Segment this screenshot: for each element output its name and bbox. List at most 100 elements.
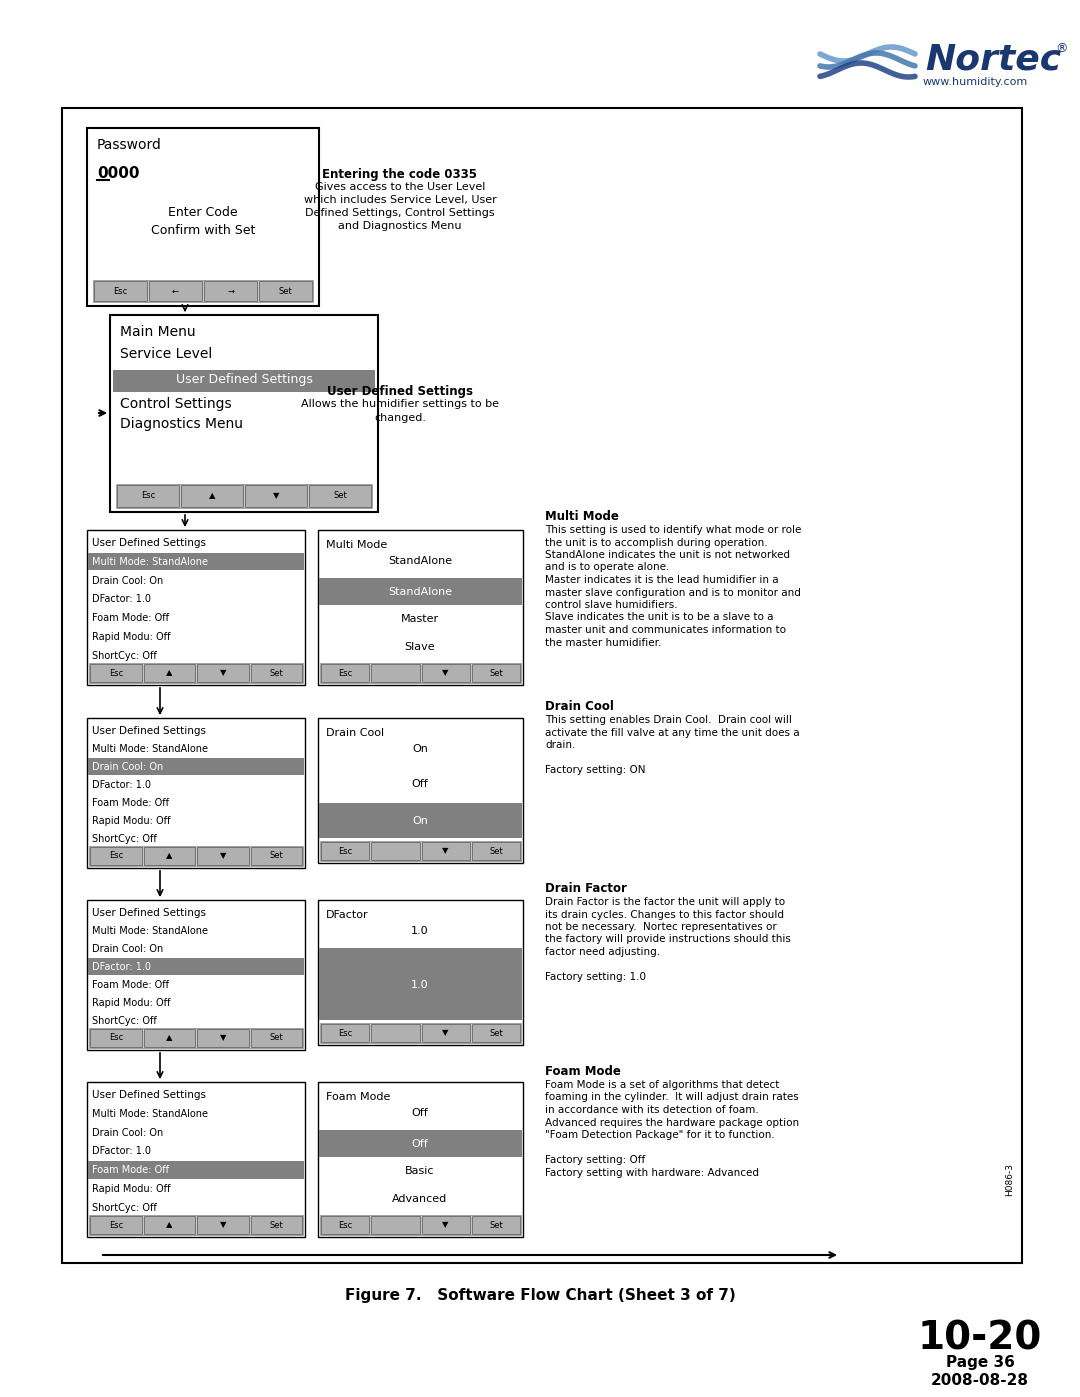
Text: and Diagnostics Menu: and Diagnostics Menu <box>338 221 462 231</box>
Bar <box>321 1215 369 1234</box>
Bar <box>319 578 522 605</box>
Bar <box>116 483 372 509</box>
Text: Master indicates it is the lead humidifier in a: Master indicates it is the lead humidifi… <box>545 576 779 585</box>
Text: changed.: changed. <box>374 414 426 423</box>
Text: Esc: Esc <box>109 1034 123 1042</box>
Text: ▼: ▼ <box>443 1221 449 1229</box>
Bar <box>204 281 257 300</box>
Text: Drain Cool: Drain Cool <box>545 700 613 712</box>
Text: Esc: Esc <box>113 286 127 296</box>
Text: Set: Set <box>269 669 283 678</box>
Text: Figure 7.   Software Flow Chart (Sheet 3 of 7): Figure 7. Software Flow Chart (Sheet 3 o… <box>345 1288 735 1303</box>
Bar <box>319 949 522 1020</box>
Text: not be necessary.  Nortec representatives or: not be necessary. Nortec representatives… <box>545 922 777 932</box>
Bar <box>372 1024 419 1042</box>
Text: Esc: Esc <box>338 1028 352 1038</box>
Text: Esc: Esc <box>140 492 156 500</box>
Text: Multi Mode: Multi Mode <box>326 541 388 550</box>
Text: Nortec: Nortec <box>924 43 1062 77</box>
Bar <box>472 1024 519 1042</box>
Text: Service Level: Service Level <box>120 346 213 360</box>
Bar <box>144 1030 195 1046</box>
Text: Esc: Esc <box>338 669 352 678</box>
Text: Foam Mode: Off: Foam Mode: Off <box>92 1165 168 1175</box>
Text: Drain Cool: On: Drain Cool: On <box>92 576 163 585</box>
Text: Rapid Modu: Off: Rapid Modu: Off <box>92 997 171 1009</box>
Text: www.humidity.com: www.humidity.com <box>923 77 1028 87</box>
Bar <box>372 1215 419 1234</box>
Bar <box>318 1083 523 1236</box>
Text: Advanced requires the hardware package option: Advanced requires the hardware package o… <box>545 1118 799 1127</box>
Bar <box>197 847 248 865</box>
Bar <box>144 664 195 682</box>
Bar <box>421 1024 470 1042</box>
Text: Drain Factor: Drain Factor <box>545 882 626 895</box>
Bar <box>89 1215 303 1235</box>
Bar <box>309 485 372 507</box>
Text: ▼: ▼ <box>219 852 226 861</box>
Text: Foam Mode: Foam Mode <box>545 1065 621 1078</box>
Text: H086-3: H086-3 <box>1005 1164 1014 1196</box>
Text: DFactor: DFactor <box>326 909 368 921</box>
Bar <box>421 842 470 861</box>
Bar <box>320 841 521 861</box>
Bar <box>197 1030 248 1046</box>
Text: Allows the humidifier settings to be: Allows the humidifier settings to be <box>301 400 499 409</box>
Text: Password: Password <box>97 138 162 152</box>
Text: Foam Mode is a set of algorithms that detect: Foam Mode is a set of algorithms that de… <box>545 1080 780 1090</box>
Bar <box>321 1024 369 1042</box>
Text: Enter Code: Enter Code <box>168 205 238 219</box>
Text: Defined Settings, Control Settings: Defined Settings, Control Settings <box>306 208 495 218</box>
Text: which includes Service Level, User: which includes Service Level, User <box>303 196 497 205</box>
Text: DFactor: 1.0: DFactor: 1.0 <box>92 780 151 789</box>
Text: Off: Off <box>411 1139 429 1148</box>
Text: Set: Set <box>269 852 283 861</box>
Text: ▼: ▼ <box>219 1034 226 1042</box>
Bar <box>87 759 303 775</box>
Text: Master: Master <box>401 615 440 624</box>
Text: Off: Off <box>411 1108 429 1118</box>
Bar <box>89 664 303 683</box>
Text: Advanced: Advanced <box>392 1194 447 1204</box>
Text: control slave humidifiers.: control slave humidifiers. <box>545 599 677 610</box>
Text: ←: ← <box>172 286 179 296</box>
Text: This setting is used to identify what mode or role: This setting is used to identify what mo… <box>545 525 801 535</box>
Text: Factory setting: Off: Factory setting: Off <box>545 1155 645 1165</box>
Text: Drain Cool: Drain Cool <box>326 728 384 738</box>
Text: Rapid Modu: Off: Rapid Modu: Off <box>92 816 171 826</box>
Text: factor need adjusting.: factor need adjusting. <box>545 947 660 957</box>
Text: ▲: ▲ <box>166 1034 173 1042</box>
Bar <box>144 1215 195 1234</box>
Text: ▼: ▼ <box>443 669 449 678</box>
Text: Multi Mode: StandAlone: Multi Mode: StandAlone <box>92 1109 208 1119</box>
Bar <box>93 279 313 302</box>
Bar <box>245 485 307 507</box>
Bar <box>117 485 179 507</box>
Text: Drain Cool: On: Drain Cool: On <box>92 944 163 954</box>
Text: ®: ® <box>1055 42 1067 54</box>
Bar <box>251 847 302 865</box>
Text: StandAlone: StandAlone <box>388 556 453 566</box>
Text: ▼: ▼ <box>443 1028 449 1038</box>
Text: the unit is to accomplish during operation.: the unit is to accomplish during operati… <box>545 538 768 548</box>
Text: Slave: Slave <box>405 643 435 652</box>
Bar <box>110 314 378 511</box>
Bar <box>87 529 305 685</box>
Text: Multi Mode: StandAlone: Multi Mode: StandAlone <box>92 745 208 754</box>
Text: the factory will provide instructions should this: the factory will provide instructions sh… <box>545 935 791 944</box>
Bar <box>321 842 369 861</box>
Bar <box>87 129 319 306</box>
Text: Drain Cool: On: Drain Cool: On <box>92 1127 163 1137</box>
Text: Set: Set <box>269 1034 283 1042</box>
Bar <box>318 900 523 1045</box>
Text: Off: Off <box>411 780 429 789</box>
Bar <box>259 281 312 300</box>
Text: Slave indicates the unit is to be a slave to a: Slave indicates the unit is to be a slav… <box>545 612 773 623</box>
Text: User Defined Settings: User Defined Settings <box>92 726 206 736</box>
Bar <box>89 1028 303 1048</box>
Text: 2008-08-28: 2008-08-28 <box>931 1373 1029 1389</box>
Text: Foam Mode: Off: Foam Mode: Off <box>92 981 168 990</box>
Bar <box>421 1215 470 1234</box>
Text: Foam Mode: Off: Foam Mode: Off <box>92 613 168 623</box>
Bar <box>90 1215 141 1234</box>
